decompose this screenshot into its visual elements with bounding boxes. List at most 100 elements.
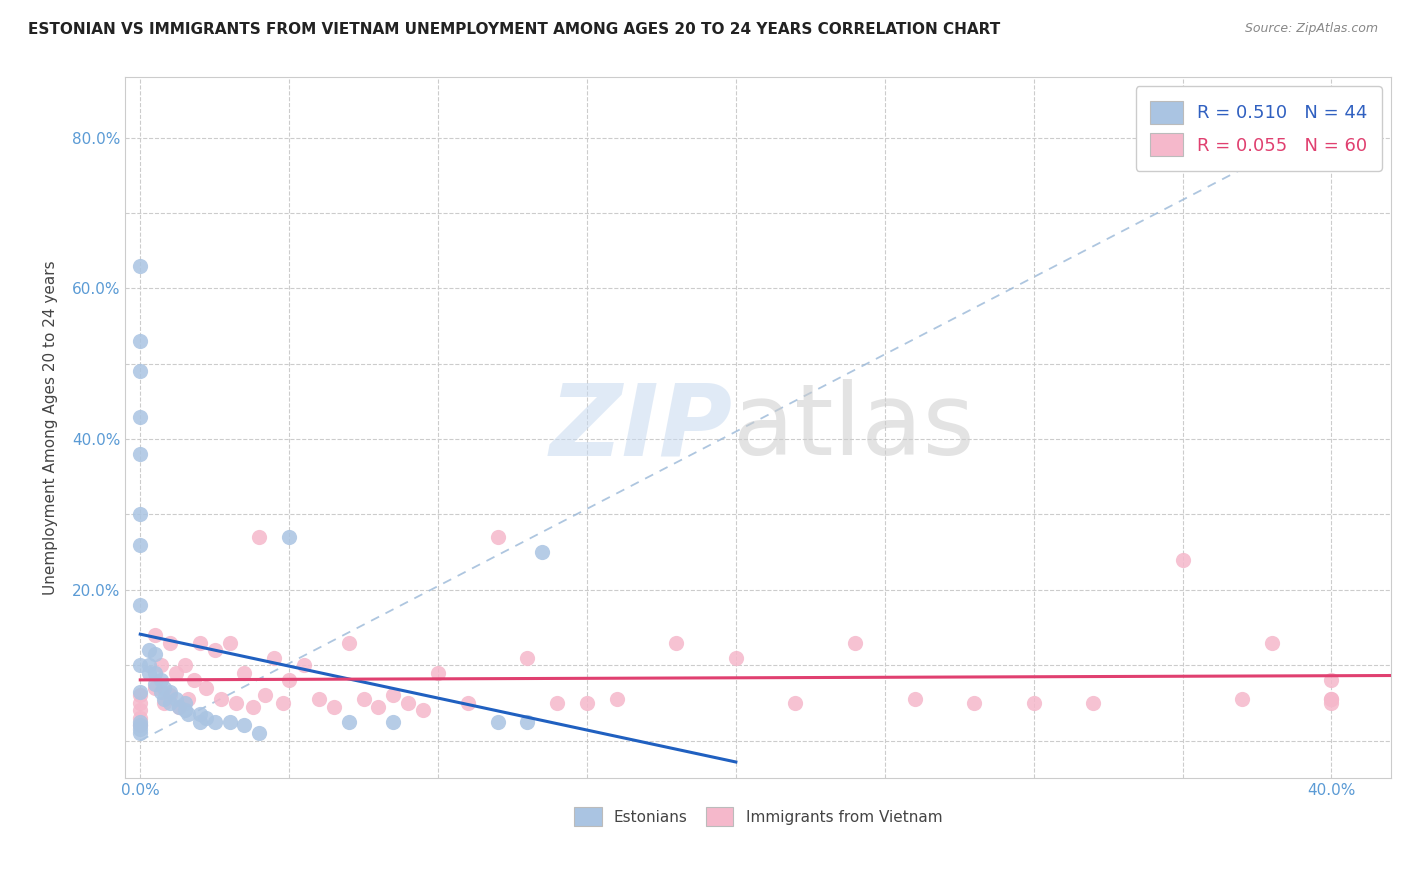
Point <box>129 696 152 710</box>
Point <box>233 665 256 680</box>
Point <box>129 334 152 348</box>
Point <box>153 681 176 695</box>
Point <box>218 714 240 729</box>
Point <box>129 508 152 522</box>
Point <box>292 658 315 673</box>
Point <box>129 658 152 673</box>
Point <box>322 699 344 714</box>
Point <box>1320 673 1343 688</box>
Point <box>143 628 166 642</box>
Point <box>271 696 294 710</box>
Point <box>129 447 152 461</box>
Point <box>427 665 450 680</box>
Point <box>183 673 205 688</box>
Point <box>233 718 256 732</box>
Point <box>159 635 181 649</box>
Point <box>129 714 152 729</box>
Point <box>242 699 264 714</box>
Point <box>486 530 509 544</box>
Point <box>353 692 375 706</box>
Point <box>159 684 181 698</box>
Point <box>1230 692 1253 706</box>
Point <box>129 718 152 732</box>
Point <box>516 650 538 665</box>
Point <box>1083 696 1105 710</box>
Point <box>844 635 866 649</box>
Point <box>247 530 270 544</box>
Text: ESTONIAN VS IMMIGRANTS FROM VIETNAM UNEMPLOYMENT AMONG AGES 20 TO 24 YEARS CORRE: ESTONIAN VS IMMIGRANTS FROM VIETNAM UNEM… <box>28 22 1001 37</box>
Point <box>337 714 360 729</box>
Point <box>159 696 181 710</box>
Point <box>486 714 509 729</box>
Point <box>382 689 405 703</box>
Point <box>129 703 152 717</box>
Point <box>129 598 152 612</box>
Point <box>167 699 190 714</box>
Point <box>531 545 554 559</box>
Point <box>209 692 232 706</box>
Point <box>129 259 152 273</box>
Point <box>129 364 152 378</box>
Point <box>516 714 538 729</box>
Point <box>367 699 389 714</box>
Point <box>174 696 197 710</box>
Point <box>382 714 405 729</box>
Point <box>129 538 152 552</box>
Point <box>194 681 217 695</box>
Point <box>218 635 240 649</box>
Point <box>724 650 747 665</box>
Point <box>396 696 419 710</box>
Point <box>963 696 986 710</box>
Point <box>143 681 166 695</box>
Point <box>153 692 176 706</box>
Point <box>138 665 160 680</box>
Point <box>129 711 152 725</box>
Point <box>167 699 190 714</box>
Point <box>263 650 285 665</box>
Point <box>165 665 187 680</box>
Point <box>903 692 925 706</box>
Point <box>150 658 173 673</box>
Point <box>188 707 211 722</box>
Point <box>143 647 166 661</box>
Point <box>457 696 479 710</box>
Point <box>150 684 173 698</box>
Point <box>308 692 330 706</box>
Point <box>1320 696 1343 710</box>
Point <box>138 643 160 657</box>
Point <box>204 714 226 729</box>
Point <box>153 696 176 710</box>
Point <box>129 718 152 732</box>
Legend: Estonians, Immigrants from Vietnam: Estonians, Immigrants from Vietnam <box>567 800 950 834</box>
Text: ZIP: ZIP <box>550 379 733 476</box>
Y-axis label: Unemployment Among Ages 20 to 24 years: Unemployment Among Ages 20 to 24 years <box>44 260 58 595</box>
Text: atlas: atlas <box>733 379 974 476</box>
Point <box>150 673 173 688</box>
Point <box>1022 696 1045 710</box>
Point <box>177 707 200 722</box>
Point <box>165 692 187 706</box>
Point <box>278 673 301 688</box>
Point <box>143 677 166 691</box>
Point <box>665 635 688 649</box>
Point <box>204 643 226 657</box>
Point <box>278 530 301 544</box>
Point <box>785 696 807 710</box>
Point <box>174 658 197 673</box>
Point <box>1171 552 1194 566</box>
Point <box>174 703 197 717</box>
Point <box>412 703 434 717</box>
Point <box>194 711 217 725</box>
Point <box>159 689 181 703</box>
Text: Source: ZipAtlas.com: Source: ZipAtlas.com <box>1244 22 1378 36</box>
Point <box>254 689 277 703</box>
Point <box>177 692 200 706</box>
Point <box>546 696 568 710</box>
Point <box>575 696 598 710</box>
Point <box>143 665 166 680</box>
Point <box>225 696 247 710</box>
Point <box>337 635 360 649</box>
Point <box>129 689 152 703</box>
Point <box>129 684 152 698</box>
Point <box>1261 635 1284 649</box>
